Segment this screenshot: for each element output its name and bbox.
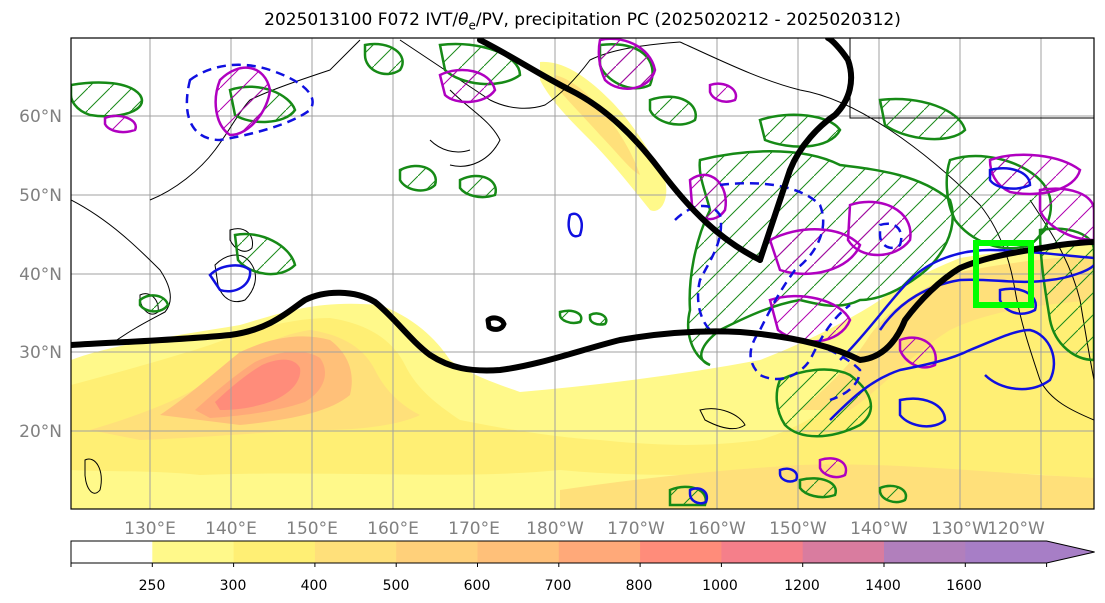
pv-contours-blue: [208, 167, 1094, 505]
colorbar-label: 400: [301, 578, 328, 594]
pv-contours-magenta: [103, 38, 1094, 479]
lon-label: 150°W: [769, 519, 827, 539]
lon-label: 180°W: [526, 519, 584, 539]
colorbar-label: 700: [545, 578, 572, 594]
lon-label: 170°E: [448, 519, 500, 539]
colorbar-label: 1600: [946, 578, 982, 594]
colorbar-segment: [965, 541, 1048, 563]
colorbar-labels: 250 300 400 500 600 700 800 1000 1200 14…: [139, 578, 982, 594]
lon-label: 120°W: [987, 519, 1045, 539]
colorbar-label: 1000: [702, 578, 738, 594]
colorbar-segment: [802, 541, 885, 563]
colorbar-segment: [640, 541, 722, 563]
colorbar-label: 1400: [865, 578, 901, 594]
lat-label: 50°N: [19, 186, 62, 206]
target-region-box: [973, 240, 1034, 308]
colorbar-label: 250: [139, 578, 166, 594]
lat-label: 60°N: [19, 107, 62, 127]
colorbar-segment: [233, 541, 316, 563]
map-frame: [70, 37, 1095, 510]
lon-label: 130°E: [124, 519, 176, 539]
ivt-band-400-east: [800, 255, 1094, 410]
lon-label: 170°W: [607, 519, 665, 539]
lon-label: 160°E: [367, 519, 419, 539]
lat-label: 40°N: [19, 265, 62, 285]
lon-labels: 130°E 140°E 150°E 160°E 170°E 180°W 170°…: [124, 519, 1045, 539]
ivt-band-800: [215, 359, 301, 410]
colorbar-label: 300: [220, 578, 247, 594]
lon-label: 150°E: [286, 519, 338, 539]
lon-label: 160°W: [688, 519, 746, 539]
colorbar-segment: [884, 541, 966, 563]
colorbar-segment: [71, 541, 153, 563]
colorbar-label: 600: [464, 578, 491, 594]
colorbar-label: 1200: [784, 578, 820, 594]
lat-label: 20°N: [19, 422, 62, 442]
colorbar-segment: [721, 541, 804, 563]
lon-label: 140°W: [850, 519, 908, 539]
ivt-tongue-north-inner: [555, 75, 640, 175]
black-contours: [71, 38, 1094, 374]
lat-label: 30°N: [19, 343, 62, 363]
colorbar-segment: [152, 541, 235, 563]
colorbar-segment: [396, 541, 478, 563]
colorbar-label: 800: [626, 578, 653, 594]
lon-label: 130°W: [931, 519, 989, 539]
colorbar-segment: [477, 541, 560, 563]
colorbar-segment: [314, 541, 397, 563]
colorbar: [70, 540, 1095, 567]
colorbar-extend-arrow: [1046, 541, 1095, 563]
colorbar-label: 500: [383, 578, 410, 594]
colorbar-segment: [558, 541, 641, 563]
map-title: 2025013100 F072 IVT/θe/PV, precipitation…: [264, 10, 901, 33]
colorbar-outline: [70, 540, 1095, 564]
lon-label: 140°E: [205, 519, 257, 539]
lat-labels: 60°N 50°N 40°N 30°N 20°N: [19, 107, 62, 442]
